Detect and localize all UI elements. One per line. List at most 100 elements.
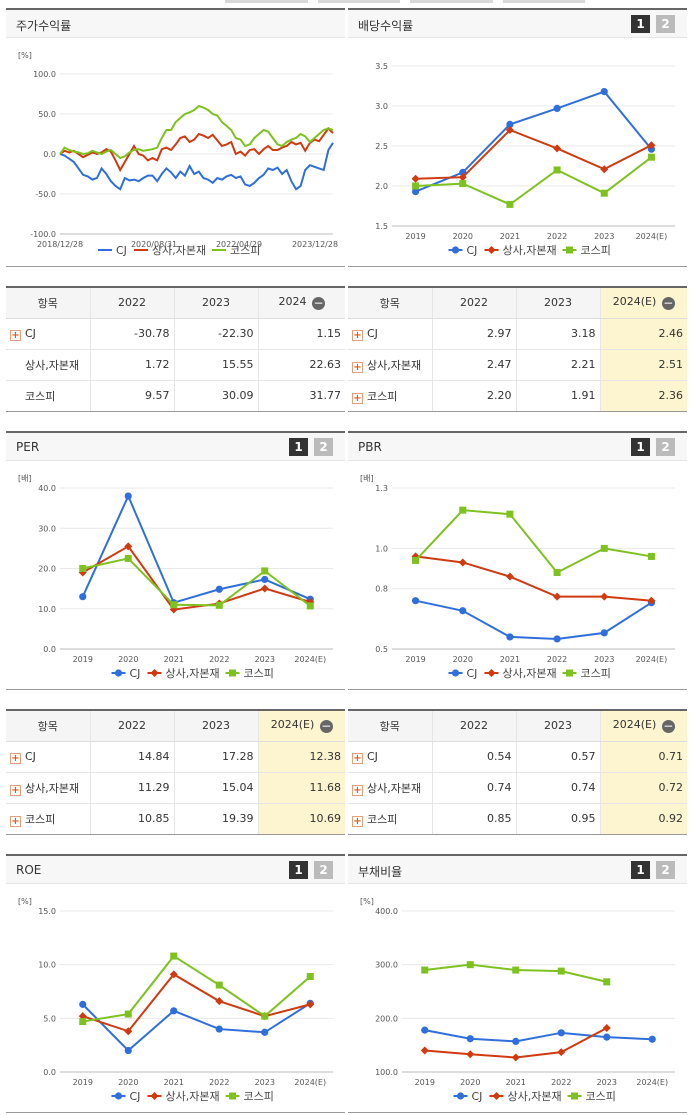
panel-title: PBR [358, 440, 382, 454]
data-point-sector [511, 1053, 520, 1062]
expand-icon[interactable]: + [352, 784, 363, 796]
data-point-kospi [553, 166, 561, 174]
view-1-button[interactable]: 1 [289, 438, 308, 456]
data-point-kospi [306, 602, 314, 610]
cell: 0.57 [515, 741, 600, 773]
expand-icon[interactable]: + [10, 815, 21, 827]
cell: 15.04 [173, 772, 258, 804]
data-point-cj [411, 597, 420, 605]
y-tick-label: 20.0 [38, 565, 56, 574]
legend-marker [492, 1092, 501, 1100]
data-point-kospi [600, 189, 608, 197]
expand-icon[interactable]: + [352, 815, 363, 827]
data-point-kospi [557, 967, 565, 975]
data-point-sector [458, 558, 467, 567]
header-2022: 2022 [431, 710, 516, 742]
table-row: + CJ 2.97 3.18 2.46 [348, 318, 687, 350]
table-row: + 상사,자본재 11.29 15.04 11.68 [6, 772, 345, 804]
row-label: 코스피 [25, 812, 56, 826]
table-row: + CJ 14.84 17.28 12.38 [6, 741, 345, 773]
expand-icon[interactable]: + [352, 392, 363, 404]
data-point-sector [306, 1000, 315, 1009]
dividend-yield-table: 항목 2022 2023 2024(E) − + CJ 2.97 3.18 2.4… [348, 286, 687, 412]
data-point-kospi [459, 180, 467, 188]
cell: 3.18 [515, 318, 600, 350]
series-line-sector [59, 126, 334, 173]
legend-marker [114, 669, 123, 677]
view-2-button[interactable]: 2 [314, 861, 333, 879]
legend-label-sector: 상사,자본재 [166, 1090, 220, 1103]
data-point-sector [260, 584, 269, 593]
expand-icon[interactable]: + [10, 752, 21, 764]
x-tick-label: 2024(E) [636, 232, 668, 241]
y-tick-label: 5.0 [43, 1014, 56, 1023]
view-1-button[interactable]: 1 [289, 861, 308, 879]
table-header-row: 항목 2022 2023 2024(E) − [6, 710, 345, 742]
data-point-kospi [506, 510, 514, 518]
y-tick-label: 0.0 [43, 1068, 56, 1077]
series-line-kospi [82, 557, 311, 607]
data-point-cj [215, 1025, 223, 1033]
data-point-kospi [412, 556, 420, 564]
y-tick-label: 3.5 [375, 62, 388, 71]
view-1-button[interactable]: 1 [631, 861, 650, 879]
data-point-kospi [79, 565, 87, 572]
x-tick-label: 2020 [453, 232, 473, 241]
expand-icon[interactable]: + [10, 329, 21, 341]
legend-label-cj: CJ [472, 1090, 483, 1103]
header-2024e: 2024(E) − [599, 710, 687, 742]
data-point-kospi [512, 966, 520, 974]
panel-title: 주가수익률 [16, 19, 72, 33]
legend-label-cj: CJ [130, 667, 141, 680]
x-tick-label: 2019 [405, 232, 425, 241]
legend-label-kospi: 코스피 [581, 244, 611, 257]
x-tick-label: 2021 [506, 1078, 526, 1087]
view-2-button[interactable]: 2 [656, 15, 675, 33]
x-tick-label: 2024(E) [636, 655, 668, 664]
collapse-icon[interactable]: − [661, 296, 675, 311]
cell: 15.55 [173, 349, 258, 381]
dividend-yield-chart: 3.5 3.0 2.5 2.0 1.5 2019 2020 2021 2022 2023 2024(… [375, 62, 675, 257]
y-tick-label: 40.0 [38, 484, 56, 493]
view-1-button[interactable]: 1 [631, 15, 650, 33]
x-tick-label: 2023 [255, 1078, 275, 1087]
data-point-sector [215, 997, 224, 1006]
view-1-button[interactable]: 1 [631, 438, 650, 456]
data-point-sector [169, 970, 178, 979]
view-2-button[interactable]: 2 [314, 438, 333, 456]
data-point-cj [512, 1037, 520, 1046]
view-2-button[interactable]: 2 [656, 861, 675, 879]
collapse-icon[interactable]: − [319, 719, 333, 734]
header-2022: 2022 [431, 287, 516, 319]
expand-icon[interactable]: + [352, 329, 363, 341]
series-line-cj [415, 599, 652, 640]
data-point-cj [215, 585, 223, 593]
cell: 2.36 [599, 380, 687, 412]
cell: 2.21 [515, 349, 600, 381]
expand-icon[interactable]: + [352, 752, 363, 764]
collapse-icon[interactable]: − [661, 719, 675, 734]
cell: 2.51 [599, 349, 687, 381]
y-unit-label: [%] [18, 897, 32, 906]
legend-label-sector: 상사,자본재 [166, 667, 220, 680]
data-point-sector [647, 141, 656, 150]
data-point-kospi [79, 1018, 87, 1026]
legend-marker [451, 246, 460, 254]
y-unit-label: [%] [18, 51, 32, 60]
header-item: 항목 [6, 287, 90, 319]
view-2-button[interactable]: 2 [656, 438, 675, 456]
row-label: 상사,자본재 [367, 781, 422, 795]
y-tick-label: 0.0 [43, 150, 56, 159]
expand-icon[interactable]: + [352, 361, 363, 373]
data-point-kospi [553, 569, 561, 577]
legend-marker [571, 1092, 578, 1100]
collapse-icon[interactable]: − [312, 296, 325, 311]
cell: 11.29 [89, 772, 174, 804]
data-point-cj [600, 629, 608, 637]
expand-icon[interactable]: + [10, 784, 21, 796]
panel-title: ROE [16, 863, 42, 877]
